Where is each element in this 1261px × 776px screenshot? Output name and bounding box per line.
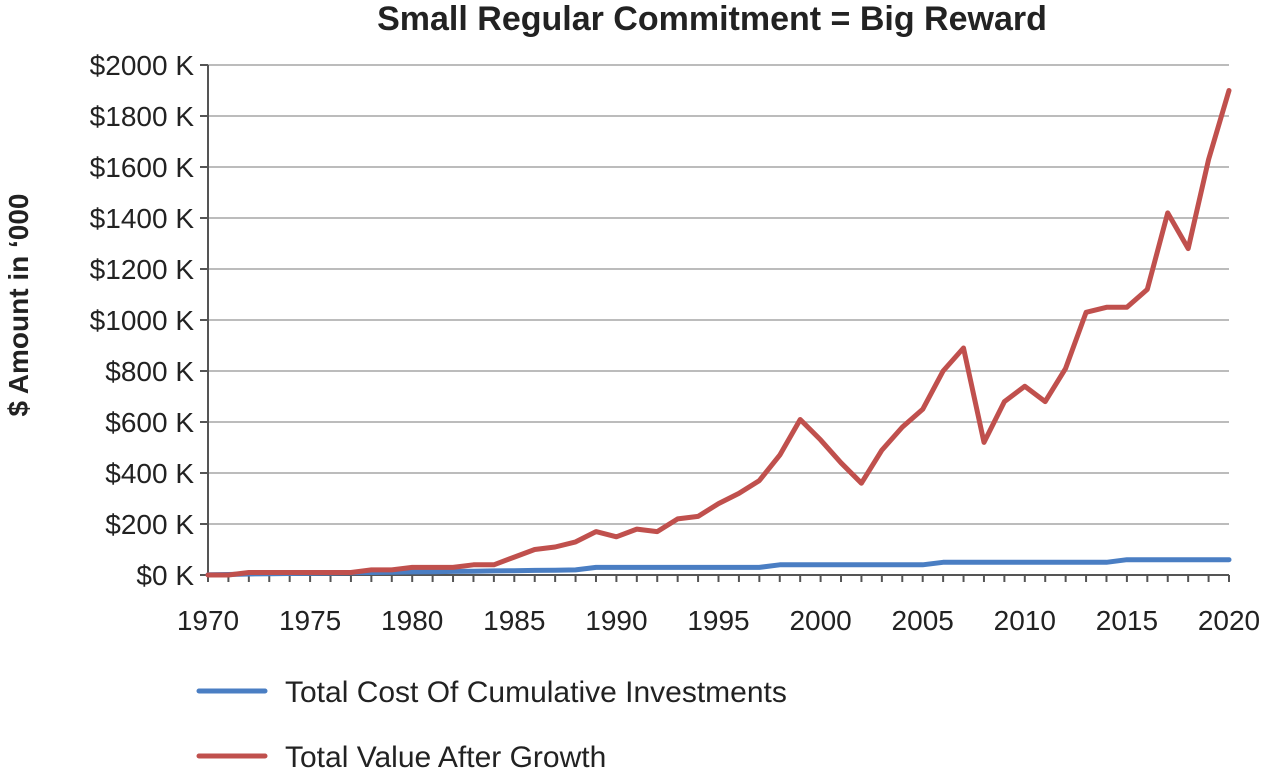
y-tick-label: $600 K [105,407,194,438]
legend-label-2: Total Value After Growth [285,741,606,774]
y-axis-ticks: $0 K $200 K $400 K $600 K $800 K $1000 K $1200… [90,50,208,591]
series-line-2 [205,88,1232,578]
y-tick-label: $400 K [105,458,194,489]
x-tick-label: 1985 [483,605,545,636]
y-tick-label: $1200 K [90,254,195,285]
chart-title: Small Regular Commitment = Big Reward [377,0,1047,38]
x-tick-label: 2015 [1096,605,1158,636]
gridlines [208,64,1229,525]
y-tick-label: $1000 K [90,305,195,336]
y-tick-label: $1400 K [90,203,195,234]
x-tick-label: 2020 [1198,605,1260,636]
plot-series [205,88,1232,578]
y-tick-label: $0 K [136,560,194,591]
x-tick-label: 1995 [687,605,749,636]
x-tick-label: 1970 [177,605,239,636]
y-tick-label: $800 K [105,356,194,387]
legend: Total Cost Of Cumulative Investments Tota… [196,676,787,774]
x-tick-label: 2000 [789,605,851,636]
y-tick-label: $200 K [105,509,194,540]
x-tick-label: 1980 [381,605,443,636]
x-tick-label: 2010 [994,605,1056,636]
x-tick-label: 2005 [892,605,954,636]
x-tick-label: 1975 [279,605,341,636]
y-tick-label: $1600 K [90,152,195,183]
y-tick-label: $2000 K [90,50,195,81]
x-tick-label: 1990 [585,605,647,636]
legend-label-1: Total Cost Of Cumulative Investments [285,676,787,709]
y-axis-label: $ Amount in ‘000 [3,193,34,416]
y-tick-label: $1800 K [90,101,195,132]
x-axis: 1970 1975 1980 1985 1990 1995 2000 2005 2010 2015… [177,65,1260,636]
